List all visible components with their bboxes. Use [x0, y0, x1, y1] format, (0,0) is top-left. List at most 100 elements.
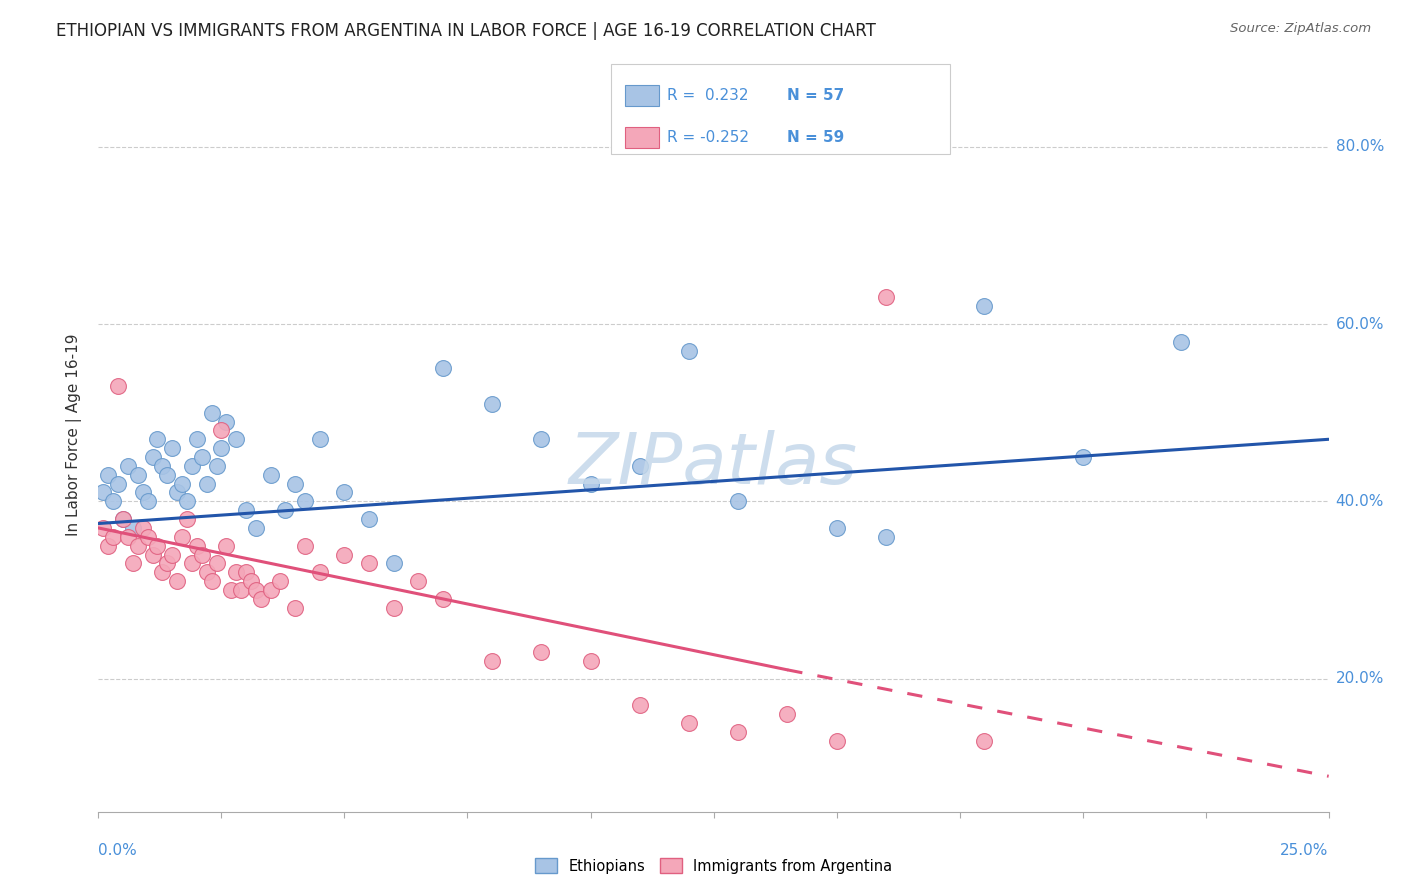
- Point: [107, 476, 129, 491]
- Point: [136, 530, 159, 544]
- Point: [284, 600, 307, 615]
- Text: 0.0%: 0.0%: [98, 843, 138, 858]
- Point: [152, 458, 174, 473]
- Text: 60.0%: 60.0%: [1336, 317, 1384, 332]
- Point: [432, 591, 454, 606]
- Point: [162, 548, 183, 562]
- Point: [225, 566, 247, 580]
- Point: [180, 557, 204, 571]
- Text: 25.0%: 25.0%: [1281, 843, 1329, 858]
- Point: [132, 485, 155, 500]
- Point: [103, 494, 125, 508]
- Point: [294, 494, 316, 508]
- Point: [146, 432, 169, 446]
- Point: [481, 397, 503, 411]
- Point: [211, 441, 233, 455]
- Point: [103, 530, 125, 544]
- Point: [127, 467, 149, 482]
- Point: [172, 530, 194, 544]
- Point: [231, 582, 253, 597]
- Point: [112, 512, 135, 526]
- Point: [152, 566, 174, 580]
- Point: [973, 733, 995, 747]
- Text: N = 59: N = 59: [787, 130, 844, 145]
- Point: [136, 494, 159, 508]
- Point: [359, 512, 381, 526]
- Point: [260, 467, 283, 482]
- Text: R =  0.232: R = 0.232: [668, 87, 748, 103]
- Point: [215, 539, 238, 553]
- Point: [93, 485, 115, 500]
- Point: [93, 521, 115, 535]
- Point: [678, 716, 700, 731]
- Point: [186, 539, 208, 553]
- Point: [359, 557, 381, 571]
- Point: [382, 557, 405, 571]
- Point: [530, 432, 553, 446]
- Point: [382, 600, 405, 615]
- Point: [270, 574, 292, 589]
- Text: ETHIOPIAN VS IMMIGRANTS FROM ARGENTINA IN LABOR FORCE | AGE 16-19 CORRELATION CH: ETHIOPIAN VS IMMIGRANTS FROM ARGENTINA I…: [56, 22, 876, 40]
- Point: [97, 539, 120, 553]
- Point: [260, 582, 283, 597]
- Point: [156, 467, 179, 482]
- Point: [162, 441, 183, 455]
- Point: [235, 566, 257, 580]
- Point: [156, 557, 179, 571]
- Point: [146, 539, 169, 553]
- Point: [201, 574, 224, 589]
- Text: ZIPatlas: ZIPatlas: [569, 431, 858, 500]
- Point: [245, 521, 267, 535]
- Point: [875, 290, 897, 304]
- Point: [215, 415, 238, 429]
- Point: [628, 698, 651, 713]
- Text: 20.0%: 20.0%: [1336, 671, 1384, 686]
- Point: [432, 361, 454, 376]
- Point: [127, 539, 149, 553]
- Point: [117, 458, 139, 473]
- Point: [274, 503, 297, 517]
- Point: [776, 707, 799, 722]
- Text: N = 57: N = 57: [787, 87, 844, 103]
- Point: [211, 424, 233, 438]
- Point: [235, 503, 257, 517]
- Point: [284, 476, 307, 491]
- Point: [333, 548, 356, 562]
- Point: [825, 733, 848, 747]
- Point: [239, 574, 263, 589]
- Point: [176, 512, 198, 526]
- Text: Source: ZipAtlas.com: Source: ZipAtlas.com: [1230, 22, 1371, 36]
- Point: [122, 557, 145, 571]
- Point: [579, 476, 602, 491]
- Point: [122, 521, 145, 535]
- Point: [117, 530, 139, 544]
- Point: [195, 566, 218, 580]
- Point: [333, 485, 356, 500]
- Point: [172, 476, 194, 491]
- Text: 40.0%: 40.0%: [1336, 494, 1384, 508]
- Point: [205, 458, 228, 473]
- Point: [219, 582, 243, 597]
- Point: [1170, 334, 1192, 349]
- Point: [176, 494, 198, 508]
- Point: [225, 432, 247, 446]
- Point: [727, 494, 749, 508]
- Point: [245, 582, 267, 597]
- Point: [825, 521, 848, 535]
- Point: [195, 476, 218, 491]
- Point: [180, 458, 204, 473]
- Point: [628, 458, 651, 473]
- Point: [579, 654, 602, 668]
- Point: [530, 645, 553, 659]
- Point: [132, 521, 155, 535]
- Point: [727, 725, 749, 739]
- Point: [141, 450, 165, 464]
- Point: [191, 450, 214, 464]
- Point: [166, 485, 188, 500]
- Y-axis label: In Labor Force | Age 16-19: In Labor Force | Age 16-19: [66, 334, 83, 536]
- Point: [201, 406, 224, 420]
- Point: [191, 548, 214, 562]
- Point: [408, 574, 430, 589]
- Text: 80.0%: 80.0%: [1336, 139, 1384, 154]
- Point: [205, 557, 228, 571]
